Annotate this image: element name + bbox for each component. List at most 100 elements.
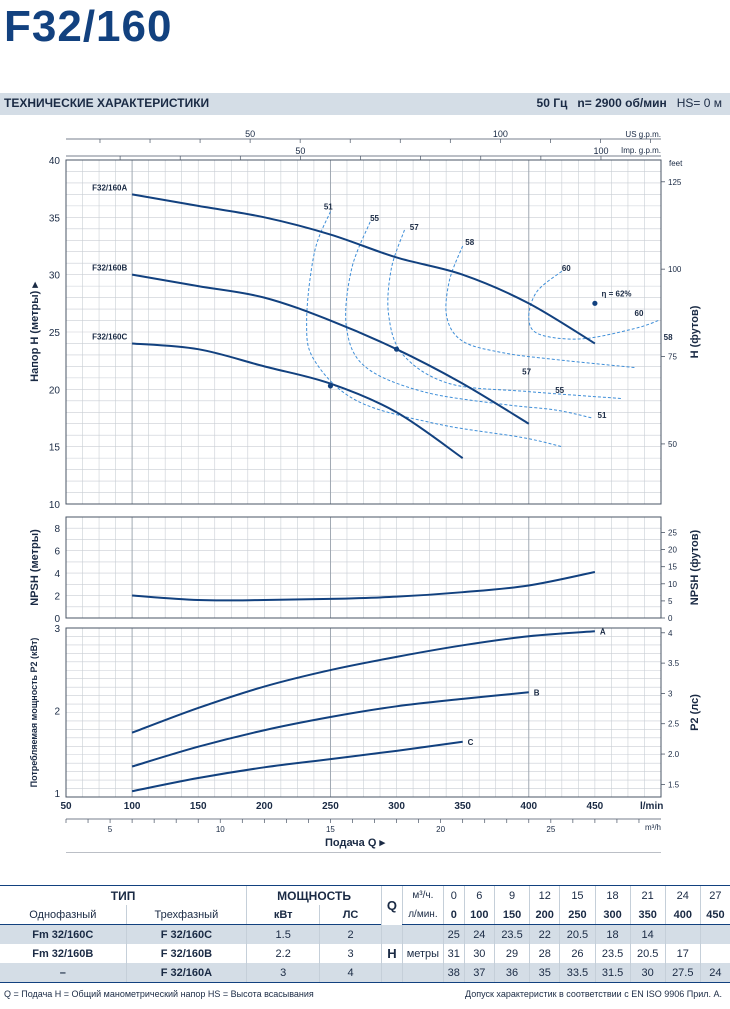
th-three-phase: Трехфазный <box>125 905 247 925</box>
head-cell: 23.5 <box>493 924 530 944</box>
head-y2-tick-label: 50 <box>668 440 677 449</box>
efficiency-label: 57 <box>410 223 419 232</box>
npsh-y-tick-label: 8 <box>54 524 60 535</box>
table-row: – F 32/160A 3 4 38 37 36 35 33.5 31.5 30 27.5 24 <box>0 963 730 983</box>
head-cell: 25 <box>442 924 465 944</box>
model-single-phase: Fm 32/160B <box>32 947 94 960</box>
efficiency-isoline <box>445 245 635 369</box>
head-y2-tick-label: 100 <box>668 265 682 274</box>
head-curve-label: F32/160A <box>92 183 127 192</box>
page-title: F32/160 <box>4 2 173 51</box>
power-y-tick-label: 3 <box>54 624 60 635</box>
us-gpm-tick-label: 100 <box>493 129 508 139</box>
best-efficiency-point <box>327 383 334 389</box>
power-y2-tick-label: 3 <box>668 689 673 698</box>
q-m3h-cell: 27 <box>699 885 730 905</box>
x-tick-label: 300 <box>388 801 405 812</box>
m3h-tick-label: 20 <box>436 825 445 834</box>
q-lmin-cell: 400 <box>664 905 701 925</box>
efficiency-label: 58 <box>664 333 673 342</box>
head-cell: 30 <box>629 963 666 983</box>
head-y2-axis-label: H (футов) <box>689 305 701 358</box>
head-curve-label: F32/160C <box>92 332 127 341</box>
operating-conditions: 50 Гц n= 2900 об/мин HS= 0 м <box>537 96 722 110</box>
npsh-y-tick-label: 4 <box>54 569 60 580</box>
q-m3h-cell: 24 <box>664 885 701 905</box>
model-three-phase: F 32/160B <box>125 944 247 963</box>
head-y-tick-label: 40 <box>49 156 61 167</box>
head-cell: 27.5 <box>664 963 701 983</box>
m3h-tick-label: 5 <box>108 825 113 834</box>
x-tick-label: 50 <box>60 801 72 812</box>
head-y2-tick-label: 75 <box>668 353 677 362</box>
q-lmin-cell: 250 <box>559 905 595 925</box>
q-lmin-cell: 350 <box>629 905 666 925</box>
efficiency-label: 57 <box>522 367 531 376</box>
x-tick-label: 200 <box>256 801 273 812</box>
efficiency-label: η = 62% <box>602 289 632 298</box>
us-gpm-unit: US g.p.m. <box>625 130 661 139</box>
h-unit-empty <box>401 963 444 983</box>
head-cell: 24 <box>463 924 495 944</box>
m3h-tick-label: 25 <box>546 825 555 834</box>
us-gpm-tick-label: 50 <box>245 129 255 139</box>
efficiency-isoline <box>387 229 622 400</box>
model-single-phase: Fm 32/160C <box>0 924 127 944</box>
power-y2-tick-label: 4 <box>668 629 673 638</box>
q-lmin-cell: 200 <box>529 905 560 925</box>
efficiency-label: 58 <box>465 238 474 247</box>
head-y-tick-label: 10 <box>49 500 61 511</box>
head-cell: 26 <box>559 944 595 963</box>
head-cell <box>699 924 730 944</box>
q-lmin-cell: 300 <box>594 905 631 925</box>
head-cell <box>664 924 701 944</box>
head-y2-tick-label: 125 <box>668 178 682 187</box>
head-cell: 22 <box>529 924 560 944</box>
x-tick-label: 350 <box>454 801 471 812</box>
th-q-unit-m3h: м³/ч. <box>401 885 444 905</box>
head-cell: 30 <box>463 944 495 963</box>
efficiency-label: 55 <box>555 386 564 395</box>
head-y-tick-label: 15 <box>49 443 61 454</box>
head-y-tick-label: 20 <box>49 385 61 396</box>
head-cell: 24 <box>699 963 730 983</box>
x-tick-label: 150 <box>190 801 207 812</box>
q-lmin-cell: 0 <box>442 905 465 925</box>
power-hp: 3 <box>319 944 382 963</box>
head-curve-F32/160B <box>131 273 530 425</box>
head-cell: 29 <box>493 944 530 963</box>
head-frame <box>65 159 662 505</box>
h-label-empty <box>380 924 403 944</box>
head-cell: 28 <box>529 944 560 963</box>
efficiency-isoline <box>528 270 659 340</box>
head-y-axis-label: Напор H (метры) ▸ <box>29 282 41 382</box>
q-lmin-cell: 150 <box>493 905 530 925</box>
power-kw: 2.2 <box>246 944 320 963</box>
imp-gpm-unit: Imp. g.p.m. <box>621 146 661 155</box>
power-curve-label: B <box>534 688 540 697</box>
model-three-phase: F 32/160A <box>125 963 247 983</box>
x-tick-label: 100 <box>124 801 141 812</box>
npsh-y2-tick-label: 5 <box>668 597 673 606</box>
speed-unit: об/мин <box>625 96 667 110</box>
head-cell: 18 <box>594 924 631 944</box>
power-curve-C <box>131 740 463 793</box>
npsh-y-tick-label: 0 <box>54 614 60 625</box>
legend-footnote: Q = Подача H = Общий манометрический нап… <box>4 989 314 999</box>
best-efficiency-point <box>592 300 598 306</box>
power-y-tick-label: 1 <box>54 789 60 800</box>
efficiency-label: 60 <box>562 264 571 273</box>
feet-unit-label: feet <box>669 159 683 168</box>
power-y-tick-label: 2 <box>54 706 60 717</box>
power-curve-label: A <box>600 627 606 636</box>
head-y-tick-label: 30 <box>49 271 61 282</box>
q-m3h-cell: 6 <box>463 885 495 905</box>
npsh-y-axis-label: NPSH (метры) <box>29 529 41 606</box>
head-cell: 23.5 <box>594 944 631 963</box>
th-power: МОЩНОСТЬ <box>246 885 382 905</box>
power-y2-tick-label: 3.5 <box>668 659 680 668</box>
npsh-y2-tick-label: 25 <box>668 528 677 537</box>
power-curve-label: C <box>468 738 474 747</box>
